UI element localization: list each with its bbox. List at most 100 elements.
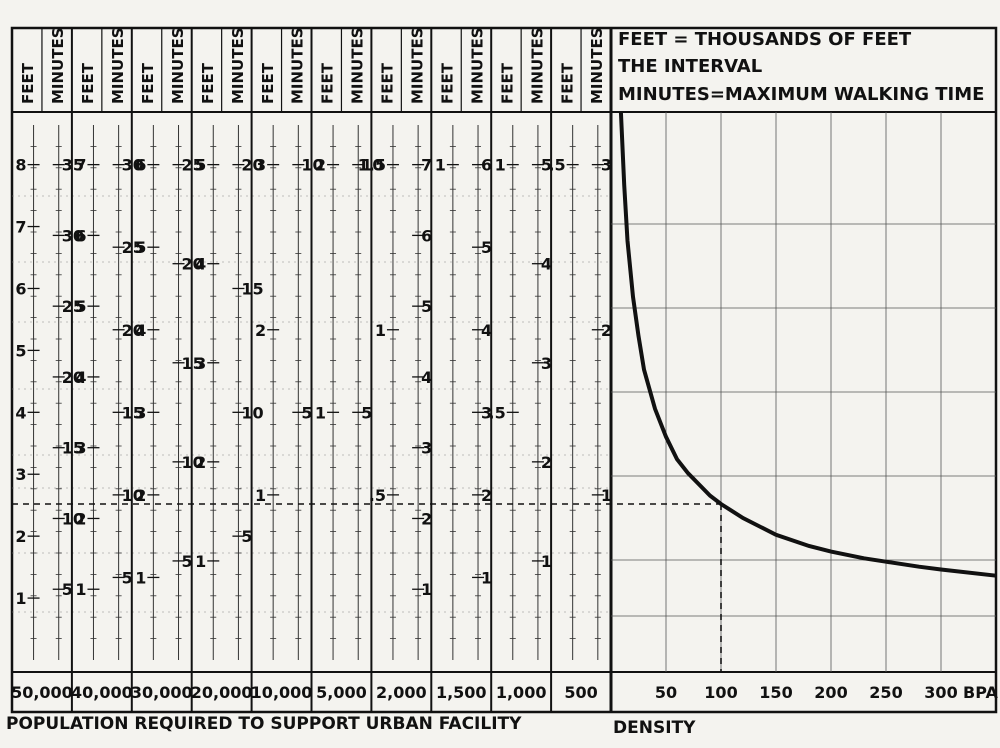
feet-tick-label: 1.5 (358, 156, 386, 175)
minutes-tick-label: 35 (62, 156, 84, 175)
minutes-tick-label: 6 (481, 156, 492, 175)
population-label: 2,000 (376, 683, 427, 702)
feet-tick-label: 2 (135, 486, 146, 505)
density-panel: 50 100 150 200 250 300 BPA (12, 111, 998, 702)
feet-tick-label: 5 (195, 156, 206, 175)
scale-column: 1 2 3 5 10 (255, 125, 324, 660)
feet-tick-label: 4 (75, 368, 86, 387)
minutes-tick-label: 5 (122, 568, 133, 587)
minutes-tick-label: 5 (541, 156, 552, 175)
minutes-tick-label: 20 (62, 368, 84, 387)
minutes-tick-label: 10 (361, 156, 383, 175)
feet-tick-label: 6 (75, 226, 86, 245)
feet-header: FEET (438, 62, 456, 104)
minutes-header: MINUTES (289, 27, 307, 104)
minutes-tick-label: 10 (122, 486, 144, 505)
population-label: 500 (564, 683, 597, 702)
minutes-header: MINUTES (169, 27, 187, 104)
minutes-header: MINUTES (528, 27, 546, 104)
feet-tick-label: 1 (375, 321, 386, 340)
outer-border (10, 26, 998, 714)
legend-line-3: MINUTES=MAXIMUM WALKING TIME (618, 84, 984, 105)
x-tick-label: 50 (655, 683, 677, 702)
minutes-tick-label: 15 (122, 403, 144, 422)
feet-tick-label: 5 (75, 297, 86, 316)
feet-tick-label: 3 (15, 465, 26, 484)
feet-tick-label: 2 (15, 527, 26, 546)
minutes-tick-label: 4 (421, 368, 432, 387)
minutes-tick-label: 5 (421, 297, 432, 316)
feet-header: FEET (79, 62, 97, 104)
feet-header: FEET (19, 62, 37, 104)
population-label: 50,000 (11, 683, 73, 702)
feet-tick-label: 2 (195, 453, 206, 472)
minutes-header: MINUTES (229, 27, 247, 104)
x-tick-label: 250 (869, 683, 902, 702)
feet-tick-label: .5 (489, 403, 506, 422)
minutes-tick-label: 10 (241, 403, 263, 422)
feet-header: FEET (558, 62, 576, 104)
feet-tick-label: 1 (315, 403, 326, 422)
minutes-tick-label: 10 (62, 509, 84, 528)
feet-tick-label: .5 (548, 156, 565, 175)
minutes-tick-label: 6 (421, 226, 432, 245)
feet-tick-label: 5 (135, 238, 146, 257)
x-tick-label: 200 (814, 683, 847, 702)
minutes-tick-label: 3 (421, 439, 432, 458)
legend-line-2: THE INTERVAL (618, 56, 762, 77)
minutes-tick-label: 10 (182, 453, 204, 472)
minutes-tick-label: 3 (601, 156, 612, 175)
minutes-tick-label: 1 (541, 552, 552, 571)
feet-header: FEET (139, 62, 157, 104)
minutes-tick-label: 2 (421, 509, 432, 528)
feet-header: FEET (319, 62, 337, 104)
minutes-tick-label: 5 (241, 527, 252, 546)
minutes-tick-label: 5 (361, 403, 372, 422)
minutes-tick-label: 5 (481, 238, 492, 257)
minutes-tick-label: 5 (182, 552, 193, 571)
minutes-tick-label: 15 (241, 279, 263, 298)
minutes-tick-label: 1 (421, 580, 432, 599)
feet-tick-label: 4 (195, 255, 206, 274)
scale-column: .5 1 2 3 (548, 125, 612, 660)
scale-column: .5 1 1.5 1 2 3 4 5 6 7 (358, 125, 432, 660)
minutes-tick-label: 7 (421, 156, 432, 175)
minutes-tick-label: 15 (182, 354, 204, 373)
minutes-tick-label: 2 (481, 486, 492, 505)
population-label: 1,500 (436, 683, 487, 702)
minutes-tick-label: 25 (62, 297, 84, 316)
feet-tick-label: 8 (15, 156, 26, 175)
chart-frame (10, 26, 998, 714)
population-label: 10,000 (251, 683, 313, 702)
scale-column: 1 2 3 4 5 5 10 15 20 (195, 125, 264, 660)
feet-header: FEET (498, 62, 516, 104)
density-caption: DENSITY (613, 718, 696, 738)
minutes-tick-label: 20 (182, 255, 204, 274)
feet-tick-label: 6 (135, 156, 146, 175)
feet-tick-label: .5 (369, 486, 386, 505)
feet-tick-label: 1 (15, 589, 26, 608)
population-label: 1,000 (496, 683, 547, 702)
minutes-tick-label: 3 (481, 403, 492, 422)
minutes-tick-label: 4 (541, 255, 552, 274)
feet-tick-label: 7 (15, 218, 26, 237)
feet-header: FEET (199, 62, 217, 104)
density-curve (618, 111, 997, 578)
feet-tick-label: 1 (435, 156, 446, 175)
x-tick-label: 150 (759, 683, 792, 702)
minutes-tick-label: 3 (541, 354, 552, 373)
minutes-tick-label: 20 (122, 321, 144, 340)
feet-tick-label: 2 (315, 156, 326, 175)
scale-columns: 12345678510152025303550,0001234567510152… (11, 125, 612, 702)
minutes-tick-label: 15 (62, 439, 84, 458)
minutes-header: MINUTES (588, 27, 606, 104)
feet-tick-label: 1 (255, 486, 266, 505)
minutes-tick-label: 5 (301, 403, 312, 422)
feet-header: FEET (379, 62, 397, 104)
minutes-tick-label: 1 (601, 486, 612, 505)
minutes-tick-label: 25 (182, 156, 204, 175)
population-label: 20,000 (191, 683, 253, 702)
minutes-tick-label: 30 (122, 156, 144, 175)
feet-tick-label: 6 (15, 279, 26, 298)
